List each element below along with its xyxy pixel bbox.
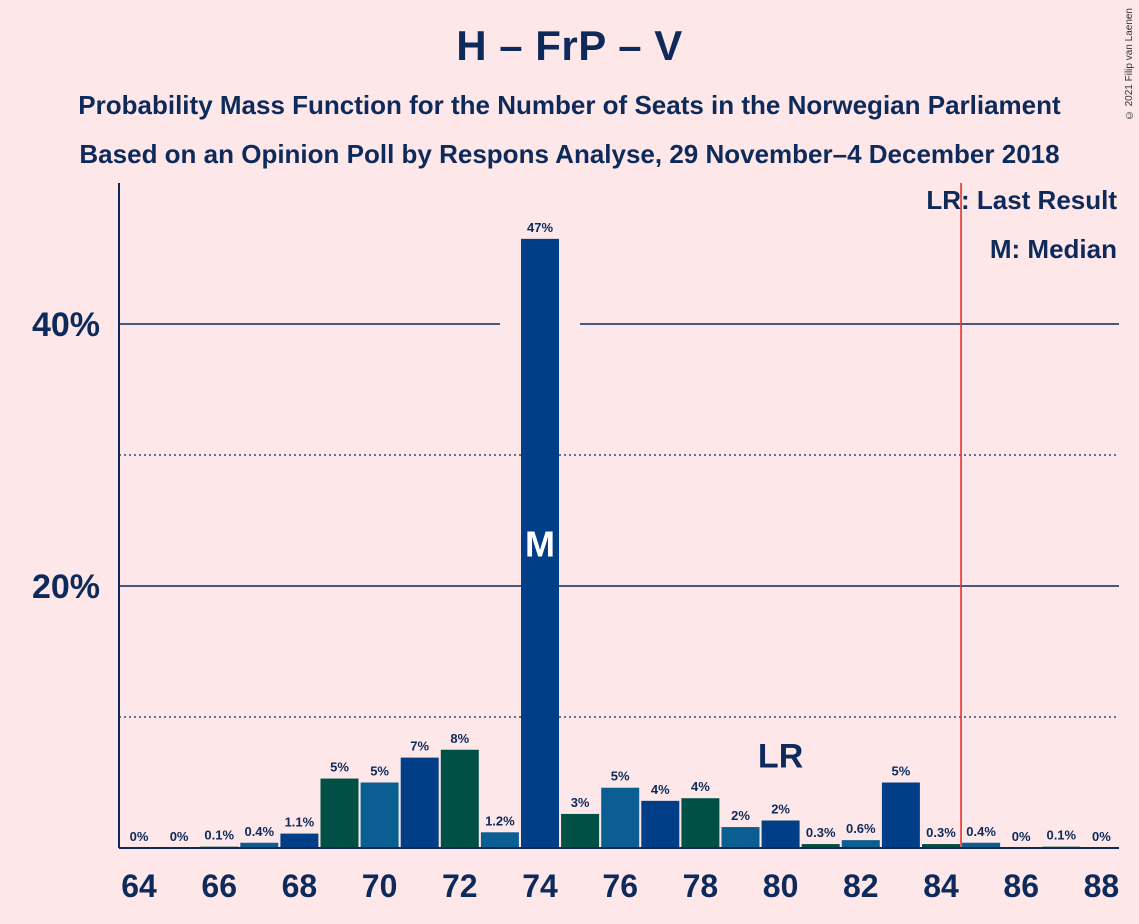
x-tick-label-64: 64 [121, 868, 157, 904]
data-label-seat-74: 47% [527, 220, 553, 235]
bar-seat-81 [801, 844, 840, 848]
data-label-seat-79: 2% [731, 808, 750, 823]
legend-median: M: Median [989, 234, 1117, 264]
data-label-seat-76: 5% [611, 769, 630, 784]
data-label-seat-77: 4% [651, 782, 670, 797]
bar-seat-72 [440, 749, 479, 848]
bar-seat-68 [280, 833, 319, 848]
bar-seat-84 [922, 844, 960, 848]
x-tick-label-86: 86 [1003, 868, 1039, 904]
bar-seat-75 [561, 813, 600, 848]
data-label-seat-85: 0.4% [966, 824, 996, 839]
y-tick-label-20: 20% [32, 568, 100, 606]
y-tick-label-40: 40% [32, 306, 100, 344]
data-label-seat-88: 0% [1092, 829, 1111, 844]
bar-seat-74 [521, 238, 559, 849]
data-label-seat-83: 5% [892, 764, 911, 779]
data-label-seat-84: 0.3% [926, 825, 956, 840]
chart-title: H – FrP – V [456, 22, 683, 69]
legend-last-result: LR: Last Result [926, 185, 1117, 215]
data-label-seat-70: 5% [370, 764, 389, 779]
x-tick-label-80: 80 [763, 868, 799, 904]
x-tick-label-82: 82 [843, 868, 879, 904]
x-tick-label-72: 72 [442, 868, 478, 904]
bar-seat-67 [240, 842, 279, 848]
bar-seat-76 [601, 787, 640, 848]
x-tick-label-70: 70 [362, 868, 398, 904]
bar-seat-85 [962, 842, 1001, 848]
data-label-seat-73: 1.2% [485, 813, 515, 828]
bar-seat-82 [841, 840, 880, 848]
y-tick-bg-20 [22, 564, 106, 608]
bar-seat-73 [480, 832, 519, 848]
bar-seat-79 [721, 827, 760, 848]
data-label-seat-75: 3% [571, 795, 590, 810]
data-label-seat-81: 0.3% [806, 825, 836, 840]
x-tick-label-84: 84 [923, 868, 959, 904]
chart-subtitle-2: Based on an Opinion Poll by Respons Anal… [79, 139, 1060, 169]
last-result-marker: LR [758, 737, 803, 775]
median-marker: M [525, 523, 555, 564]
bar-seat-70 [360, 782, 399, 848]
data-label-seat-80: 2% [771, 801, 790, 816]
data-label-seat-64: 0% [130, 829, 149, 844]
x-tick-label-68: 68 [282, 868, 318, 904]
bar-seat-71 [400, 757, 439, 848]
data-label-seat-82: 0.6% [846, 821, 876, 836]
data-label-seat-65: 0% [170, 829, 189, 844]
y-tick-bg-40 [22, 302, 106, 346]
bar-seat-80 [761, 820, 800, 848]
data-label-seat-72: 8% [450, 731, 469, 746]
chart-subtitle-1: Probability Mass Function for the Number… [78, 90, 1061, 120]
data-label-seat-67: 0.4% [244, 824, 274, 839]
x-tick-label-76: 76 [602, 868, 638, 904]
data-label-seat-71: 7% [410, 739, 429, 754]
data-label-seat-66: 0.1% [204, 828, 234, 843]
bar-seat-77 [641, 800, 680, 848]
bar-seat-78 [681, 798, 720, 848]
data-label-seat-87: 0.1% [1046, 828, 1076, 843]
data-label-seat-68: 1.1% [285, 815, 315, 830]
bar-seat-69 [320, 778, 359, 848]
x-tick-label-74: 74 [522, 868, 558, 904]
x-tick-label-66: 66 [201, 868, 237, 904]
data-label-seat-69: 5% [330, 760, 349, 775]
data-label-seat-78: 4% [691, 779, 710, 794]
x-tick-label-88: 88 [1084, 868, 1120, 904]
data-label-seat-86: 0% [1012, 829, 1031, 844]
bar-seat-83 [881, 782, 920, 848]
x-tick-label-78: 78 [683, 868, 719, 904]
